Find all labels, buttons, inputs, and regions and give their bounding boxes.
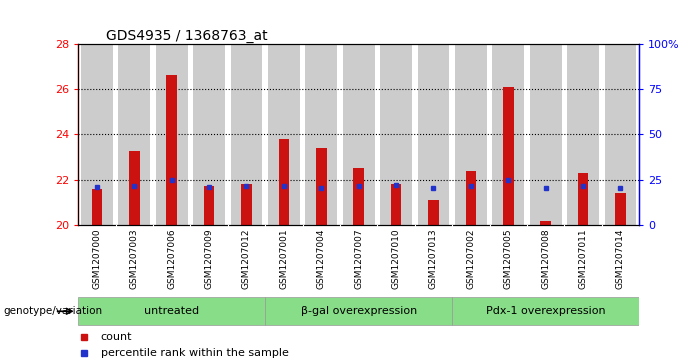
Bar — [167, 75, 177, 225]
Bar — [305, 44, 337, 225]
Text: GSM1207010: GSM1207010 — [392, 229, 401, 289]
Text: GSM1207007: GSM1207007 — [354, 229, 363, 289]
Text: GSM1207001: GSM1207001 — [279, 229, 288, 289]
Text: GSM1207014: GSM1207014 — [616, 229, 625, 289]
Text: count: count — [101, 332, 132, 342]
Text: GSM1207009: GSM1207009 — [205, 229, 214, 289]
Text: GSM1207011: GSM1207011 — [579, 229, 588, 289]
Text: Pdx-1 overexpression: Pdx-1 overexpression — [486, 306, 605, 316]
Bar — [268, 44, 300, 225]
Bar — [343, 44, 375, 225]
Bar — [466, 171, 476, 225]
Text: GSM1207013: GSM1207013 — [429, 229, 438, 289]
Bar — [380, 44, 412, 225]
Bar — [81, 44, 113, 225]
Bar — [391, 184, 401, 225]
Bar — [455, 44, 487, 225]
Text: GSM1207000: GSM1207000 — [92, 229, 101, 289]
Text: GSM1207006: GSM1207006 — [167, 229, 176, 289]
Bar — [567, 44, 599, 225]
FancyBboxPatch shape — [452, 297, 639, 325]
Text: genotype/variation: genotype/variation — [3, 306, 103, 316]
Text: GSM1207002: GSM1207002 — [466, 229, 475, 289]
Bar — [193, 44, 225, 225]
Bar — [204, 187, 214, 225]
Text: GSM1207005: GSM1207005 — [504, 229, 513, 289]
Bar — [241, 184, 252, 225]
Text: untreated: untreated — [144, 306, 199, 316]
Bar — [541, 220, 551, 225]
Text: GSM1207004: GSM1207004 — [317, 229, 326, 289]
Bar — [615, 193, 626, 225]
Bar — [418, 44, 449, 225]
Text: GDS4935 / 1368763_at: GDS4935 / 1368763_at — [106, 29, 268, 42]
FancyBboxPatch shape — [265, 297, 452, 325]
Bar — [578, 173, 588, 225]
Bar — [354, 168, 364, 225]
Text: GSM1207008: GSM1207008 — [541, 229, 550, 289]
Bar — [279, 139, 289, 225]
Bar — [530, 44, 562, 225]
Bar — [605, 44, 636, 225]
Bar — [118, 44, 150, 225]
Bar — [428, 200, 439, 225]
Text: GSM1207003: GSM1207003 — [130, 229, 139, 289]
Bar — [503, 87, 513, 225]
Bar — [92, 189, 102, 225]
Bar — [231, 44, 262, 225]
Bar — [316, 148, 326, 225]
Bar — [129, 151, 139, 225]
FancyBboxPatch shape — [78, 297, 265, 325]
Text: percentile rank within the sample: percentile rank within the sample — [101, 348, 288, 358]
Text: β-gal overexpression: β-gal overexpression — [301, 306, 417, 316]
Bar — [492, 44, 524, 225]
Text: GSM1207012: GSM1207012 — [242, 229, 251, 289]
Bar — [156, 44, 188, 225]
